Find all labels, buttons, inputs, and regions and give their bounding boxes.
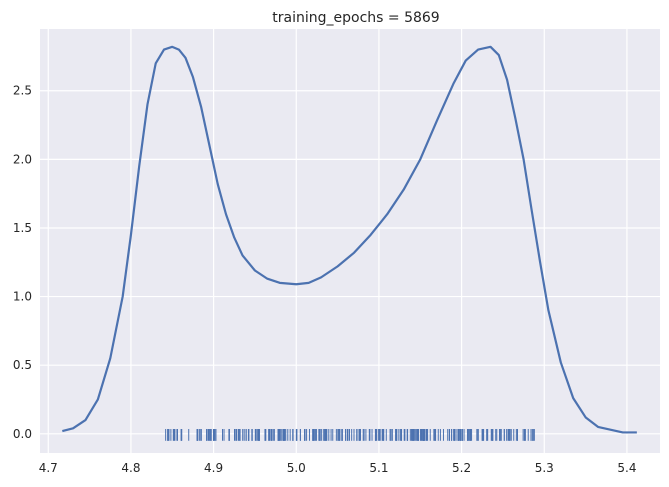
y-tick-label: 0.0 (13, 427, 32, 441)
x-tick-label: 4.7 (39, 461, 58, 475)
y-tick-label: 2.0 (13, 152, 32, 166)
y-tick-label: 0.5 (13, 358, 32, 372)
x-tick-label: 5.0 (287, 461, 306, 475)
x-tick-label: 5.1 (369, 461, 388, 475)
x-tick-label: 5.3 (535, 461, 554, 475)
y-axis-ticks: 0.0 0.5 1.0 1.5 2.0 2.5 (13, 84, 32, 441)
rug-marks (165, 428, 535, 441)
y-tick-label: 2.5 (13, 84, 32, 98)
y-tick-label: 1.0 (13, 290, 32, 304)
kde-curve (62, 45, 637, 434)
grid-lines (40, 29, 660, 453)
plot-area (40, 29, 660, 453)
chart-title: training_epochs = 5869 (272, 10, 439, 26)
y-tick-label: 1.5 (13, 221, 32, 235)
x-tick-label: 4.8 (121, 461, 140, 475)
x-tick-label: 5.2 (452, 461, 471, 475)
x-tick-label: 4.9 (204, 461, 223, 475)
x-axis-ticks: 4.7 4.8 4.9 5.0 5.1 5.2 5.3 5.4 (39, 461, 637, 475)
x-tick-label: 5.4 (617, 461, 636, 475)
